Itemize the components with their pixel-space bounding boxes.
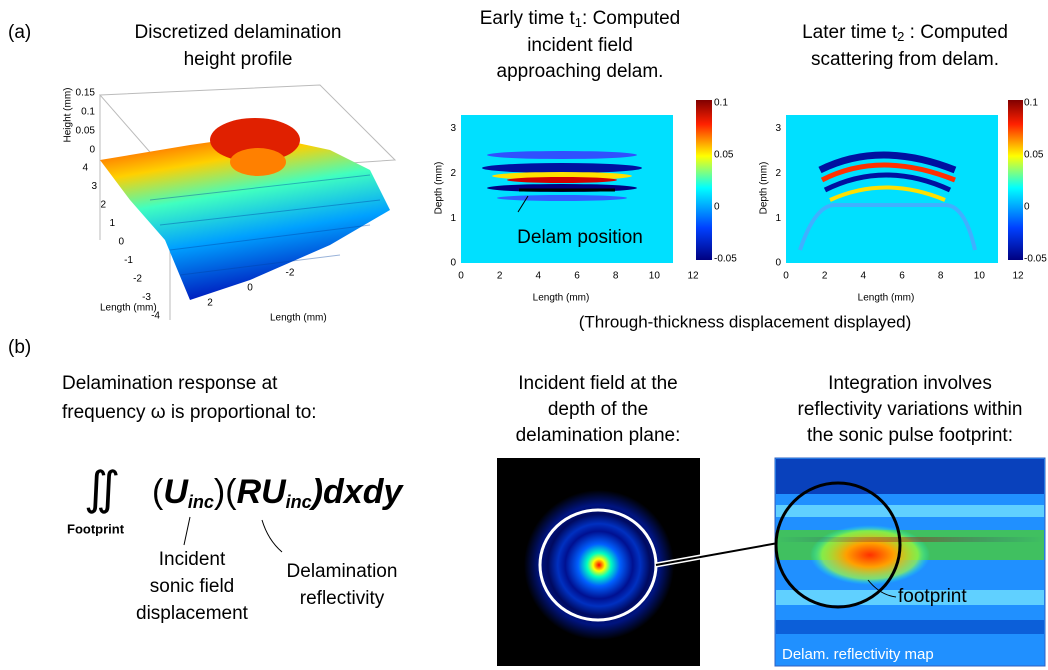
- tick-label: 4: [861, 271, 867, 282]
- statement: frequency ω is proportional to:: [62, 402, 317, 423]
- tick-label: -0.05: [714, 254, 737, 265]
- axis-label: Depth (mm): [759, 162, 770, 215]
- title: approaching delam.: [497, 61, 664, 82]
- tick-label: 8: [613, 271, 619, 282]
- title: Incident field at the: [518, 373, 678, 394]
- tick-label: 0.1: [81, 107, 95, 118]
- tick-label: 4: [536, 271, 542, 282]
- axis-label: Height (mm): [63, 87, 74, 142]
- tick-label: 1: [109, 218, 115, 229]
- surface-plot: [98, 84, 397, 320]
- term-label: sonic field: [150, 576, 235, 597]
- tick-label: 0.15: [76, 88, 96, 99]
- axis-label: Length (mm): [270, 313, 327, 324]
- tick-label: 3: [91, 181, 97, 192]
- tick-label: 1: [450, 213, 456, 224]
- title: Discretized delamination: [135, 22, 342, 43]
- tick-label: 2: [450, 168, 456, 179]
- tick-label: 2: [497, 271, 503, 282]
- tick-label: 0: [89, 145, 95, 156]
- tick-label: 6: [899, 271, 905, 282]
- term-label: Delamination: [287, 561, 398, 582]
- title: scattering from delam.: [811, 49, 999, 70]
- tick-label: 0: [450, 258, 456, 269]
- formula: (Uinc)(RUinc)dxdy: [152, 473, 404, 512]
- tick-label: 0: [714, 202, 720, 213]
- tick-label: -2: [133, 274, 142, 285]
- tick-label: 0: [458, 271, 464, 282]
- title: Integration involves: [828, 373, 992, 394]
- panel-label: (b): [8, 337, 31, 358]
- axis-label: Length (mm): [858, 293, 915, 304]
- tick-label: 0: [1024, 202, 1030, 213]
- tick-label: -3: [142, 292, 151, 303]
- tick-label: 1: [775, 213, 781, 224]
- tick-label: 0.1: [1024, 98, 1038, 109]
- tick-label: 8: [938, 271, 944, 282]
- title: the sonic pulse footprint:: [807, 425, 1013, 446]
- reflectivity-map: [774, 457, 1046, 667]
- axis-label: Length (mm): [533, 293, 590, 304]
- tick-label: 0.05: [76, 126, 96, 137]
- tick-label: 10: [649, 271, 661, 282]
- tick-label: 12: [1012, 271, 1024, 282]
- tick-label: 0.05: [1024, 150, 1044, 161]
- tick-label: 2: [775, 168, 781, 179]
- tick-label: 4: [82, 163, 88, 174]
- tick-label: 3: [450, 123, 456, 134]
- tick-label: 3: [775, 123, 781, 134]
- tick-label: 10: [974, 271, 986, 282]
- tick-label: 0: [783, 271, 789, 282]
- tick-label: 2: [822, 271, 828, 282]
- tick-label: 2: [207, 298, 213, 309]
- tick-label: 6: [574, 271, 580, 282]
- axis-label: Depth (mm): [434, 162, 445, 215]
- tick-label: 0: [247, 283, 253, 294]
- tick-label: 0: [118, 237, 124, 248]
- statement: Delamination response at: [62, 373, 278, 394]
- tick-label: 0.1: [714, 98, 728, 109]
- tick-label: 2: [100, 200, 106, 211]
- tick-label: 12: [687, 271, 699, 282]
- term-label: reflectivity: [300, 588, 385, 609]
- annotation: Delam position: [517, 227, 643, 248]
- integral-domain: Footprint: [67, 521, 125, 536]
- integral: ∬: [84, 462, 120, 514]
- term-label: displacement: [136, 603, 249, 624]
- annotation: footprint: [898, 586, 967, 607]
- title: delamination plane:: [516, 425, 681, 446]
- tick-label: -4: [151, 311, 160, 322]
- title: Early time t1: Computed: [480, 8, 681, 30]
- title: height profile: [184, 49, 293, 70]
- heatmap-later: [786, 100, 1023, 263]
- caption: (Through-thickness displacement displaye…: [579, 312, 912, 331]
- tick-label: -0.05: [1024, 254, 1047, 265]
- term-label: Incident: [159, 549, 226, 570]
- tick-label: 0: [775, 258, 781, 269]
- title: incident field: [527, 35, 633, 56]
- title: Later time t2 : Computed: [802, 22, 1008, 44]
- title: reflectivity variations within: [798, 399, 1023, 420]
- title: depth of the: [548, 399, 648, 420]
- tick-label: -2: [286, 268, 295, 279]
- panel-label: (a): [8, 22, 31, 43]
- axis-label: Length (mm): [100, 303, 157, 314]
- tick-label: 0.05: [714, 150, 734, 161]
- heatmap-early: [461, 100, 712, 263]
- tick-label: -1: [124, 255, 133, 266]
- map-label: Delam. reflectivity map: [782, 646, 934, 663]
